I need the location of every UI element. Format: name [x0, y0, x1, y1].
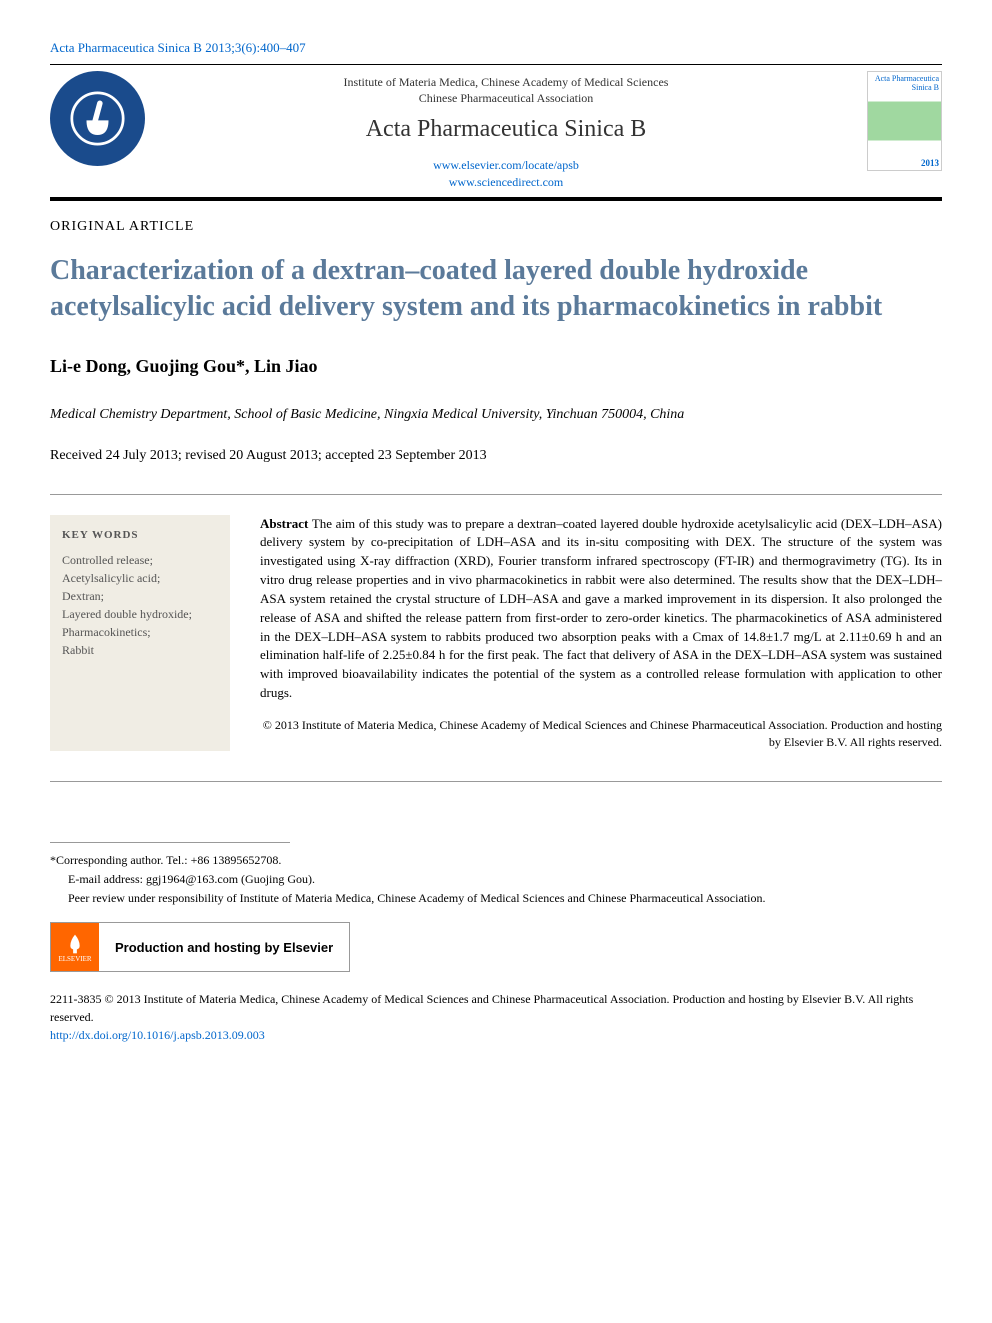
institute-line-2: Chinese Pharmaceutical Association [160, 91, 852, 107]
elsevier-logo: ELSEVIER [51, 923, 99, 971]
abstract-row: KEY WORDS Controlled release; Acetylsali… [50, 515, 942, 751]
abstract-column: Abstract The aim of this study was to pr… [260, 515, 942, 751]
cover-year: 2013 [921, 158, 939, 168]
journal-link-1[interactable]: www.elsevier.com/locate/apsb [160, 157, 852, 174]
article-type: ORIGINAL ARTICLE [50, 219, 942, 235]
keywords-list: Controlled release; Acetylsalicylic acid… [62, 551, 218, 659]
institute-line-1: Institute of Materia Medica, Chinese Aca… [160, 75, 852, 91]
copyright-line: © 2013 Institute of Materia Medica, Chin… [260, 717, 942, 751]
divider-top [50, 64, 942, 65]
corresponding-author: *Corresponding author. Tel.: +86 1389565… [50, 851, 942, 870]
divider-thick [50, 197, 942, 201]
email-address[interactable]: ggj1964@163.com (Guojing Gou). [146, 872, 315, 886]
article-title: Characterization of a dextran–coated lay… [50, 253, 942, 326]
hosting-box: ELSEVIER Production and hosting by Elsev… [50, 922, 350, 972]
journal-header: Institute of Materia Medica, Chinese Aca… [50, 71, 942, 191]
email-label: E-mail address: [68, 872, 146, 886]
cover-title: Acta Pharmaceutica Sinica B [870, 74, 939, 92]
citation-line: Acta Pharmaceutica Sinica B 2013;3(6):40… [50, 40, 942, 56]
peer-review-note: Peer review under responsibility of Inst… [50, 889, 942, 908]
email-line: E-mail address: ggj1964@163.com (Guojing… [50, 870, 942, 889]
footnote-rule [50, 842, 290, 843]
divider-above-abstract [50, 494, 942, 495]
issn-copyright: 2211-3835 © 2013 Institute of Materia Me… [50, 990, 942, 1026]
journal-cover-thumbnail: Acta Pharmaceutica Sinica B 2013 [867, 71, 942, 171]
footer-notes: *Corresponding author. Tel.: +86 1389565… [50, 851, 942, 909]
elsevier-label: ELSEVIER [58, 956, 91, 963]
doi-link[interactable]: http://dx.doi.org/10.1016/j.apsb.2013.09… [50, 1026, 942, 1044]
journal-link-2[interactable]: www.sciencedirect.com [160, 174, 852, 191]
mortar-pestle-icon [70, 91, 125, 146]
keywords-heading: KEY WORDS [62, 529, 218, 541]
authors: Li-e Dong, Guojing Gou*, Lin Jiao [50, 356, 942, 377]
publisher-logo [50, 71, 145, 166]
journal-name: Acta Pharmaceutica Sinica B [160, 116, 852, 143]
keywords-box: KEY WORDS Controlled release; Acetylsali… [50, 515, 230, 751]
issn-block: 2211-3835 © 2013 Institute of Materia Me… [50, 990, 942, 1044]
header-center: Institute of Materia Medica, Chinese Aca… [160, 71, 852, 191]
elsevier-tree-icon [61, 932, 89, 956]
hosting-text: Production and hosting by Elsevier [99, 940, 349, 955]
affiliation: Medical Chemistry Department, School of … [50, 407, 942, 423]
article-dates: Received 24 July 2013; revised 20 August… [50, 448, 942, 464]
abstract-text: Abstract The aim of this study was to pr… [260, 515, 942, 703]
abstract-label: Abstract [260, 516, 308, 531]
abstract-body: The aim of this study was to prepare a d… [260, 516, 942, 701]
divider-below-abstract [50, 781, 942, 782]
